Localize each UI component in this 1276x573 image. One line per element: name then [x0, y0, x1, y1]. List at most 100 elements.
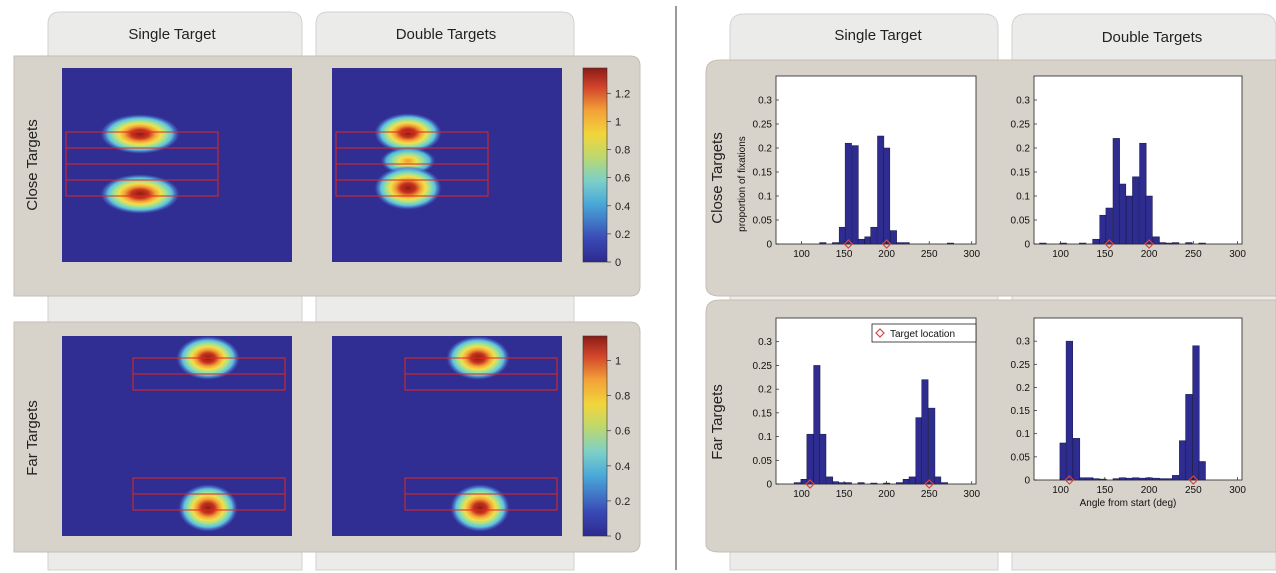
target-location-marker [1188, 475, 1199, 485]
histogram-bar [1072, 438, 1081, 481]
x-tick-label: 100 [1052, 485, 1069, 496]
histogram-bar [890, 230, 897, 245]
target-location-marker [1104, 239, 1115, 249]
y-tick-label: 0.05 [753, 456, 773, 467]
histogram-bar [1179, 440, 1187, 481]
y-tick-label: 0.1 [1016, 429, 1030, 440]
heatmap-close-single [62, 68, 292, 262]
histogram-bar [1172, 475, 1180, 481]
y-tick-label: 0 [766, 480, 772, 491]
column-label-double-left: Double Targets [396, 26, 497, 43]
x-tick-label: 200 [878, 489, 895, 500]
colorbar-tick-label: 0.8 [615, 391, 630, 403]
histogram-bar [1145, 195, 1153, 245]
histogram-bar [941, 482, 948, 485]
x-tick-label: 200 [1141, 249, 1158, 260]
histogram-bar [908, 476, 916, 485]
colorbar-ticks: 1.2 1 0.8 0.6 0.4 0.2 0 1 0.8 0.6 0.4 0.2 0 [607, 88, 630, 543]
colorbar-tick-label: 0.6 [615, 426, 630, 438]
x-tick-label: 250 [921, 489, 938, 500]
y-tick-label: 0.1 [1016, 192, 1030, 203]
x-tick-label: 150 [836, 249, 853, 260]
histogram-bar [832, 481, 840, 485]
heatmap-figure: Single Target Double Targets Close Targe… [13, 11, 641, 571]
plot-frame-close-single [775, 75, 977, 245]
target-location-marker [881, 239, 892, 249]
histogram-bar [826, 476, 834, 485]
colorbar-tick-label: 0.2 [615, 229, 630, 241]
histogram-bar [1165, 242, 1173, 245]
y-tick-label: 0.05 [1011, 452, 1031, 463]
y-tick-label: 0.25 [753, 361, 773, 372]
column-label-double-right: Double Targets [1102, 29, 1203, 46]
y-tick-label: 0.3 [1016, 96, 1030, 107]
x-tick-label: 250 [1185, 249, 1202, 260]
histogram-bar [813, 365, 821, 485]
colorbar-tick-label: 1.2 [615, 88, 630, 100]
histogram-far-double: 100 150 200 250 300 0 0.05 0.1 0.15 0.2 0.25 0.3 [1011, 337, 1247, 496]
histogram-bar [902, 242, 910, 245]
colorbar-tick-label: 0 [615, 257, 621, 269]
row-label-close-left: Close Targets [24, 119, 41, 210]
histogram-bar [844, 482, 852, 485]
x-tick-label: 300 [1229, 485, 1246, 496]
histogram-bar [1086, 477, 1094, 481]
target-location-marker [1144, 239, 1154, 249]
y-tick-label: 0.25 [753, 120, 773, 131]
histogram-bar [1112, 138, 1120, 245]
row-label-far-left: Far Targets [24, 400, 41, 476]
histogram-bar [1165, 478, 1173, 481]
y-tick-label: 0.15 [753, 408, 773, 419]
y-tick-label: 0.1 [758, 432, 772, 443]
histogram-bar [1158, 478, 1166, 481]
histogram-bar [1092, 238, 1100, 245]
histogram-bar [857, 482, 865, 485]
x-axis-label: Angle from start (deg) [1080, 498, 1177, 509]
y-tick-label: 0.2 [758, 144, 772, 155]
x-tick-label: 100 [1052, 249, 1069, 260]
y-tick-label: 0.15 [1011, 168, 1031, 179]
row-label-close-right: Close Targets [709, 132, 726, 223]
histogram-bar [1092, 478, 1100, 481]
colorbar-tick-label: 0 [615, 531, 621, 543]
histogram-bar [1152, 236, 1160, 245]
histogram-bar [838, 226, 846, 245]
y-tick-label: 0.2 [758, 385, 772, 396]
target-location-marker [924, 479, 935, 489]
colorbar-far [582, 335, 608, 537]
histogram-bar [1198, 242, 1206, 245]
legend-label: Target location [890, 329, 955, 340]
histogram-bar [1079, 477, 1087, 481]
x-tick-label: 300 [963, 249, 980, 260]
histogram-figure: Single Target Double Targets Close Targe… [705, 13, 1276, 571]
x-tick-label: 150 [1096, 249, 1113, 260]
histogram-bar [928, 407, 936, 485]
y-tick-label: 0 [1024, 476, 1030, 487]
histogram-bar [1099, 478, 1107, 481]
histogram-bar [1079, 242, 1087, 245]
target-location-marker [843, 239, 854, 249]
x-tick-label: 150 [1096, 485, 1113, 496]
colorbar-close [582, 67, 608, 263]
histogram-bar [844, 142, 852, 245]
x-tick-label: 300 [1229, 249, 1246, 260]
histogram-bar [1059, 242, 1067, 245]
y-tick-label: 0.25 [1011, 120, 1031, 131]
target-location-marker [805, 479, 815, 489]
x-tick-label: 300 [963, 489, 980, 500]
y-tick-label: 0.25 [1011, 360, 1031, 371]
histogram-bar [1172, 242, 1180, 245]
y-tick-label: 0.15 [753, 168, 773, 179]
y-tick-label: 0.1 [758, 192, 772, 203]
x-tick-label: 250 [921, 249, 938, 260]
histogram-bar [1198, 461, 1206, 481]
histogram-bar [1152, 477, 1160, 481]
y-tick-label: 0.2 [1016, 383, 1030, 394]
histogram-bar [902, 479, 910, 485]
x-tick-label: 100 [793, 489, 810, 500]
histogram-bar [864, 236, 872, 245]
colorbar-tick-label: 0.8 [615, 145, 630, 157]
legend-marker [875, 328, 885, 338]
histogram-bar [1132, 176, 1140, 245]
histogram-bar [1059, 442, 1067, 481]
